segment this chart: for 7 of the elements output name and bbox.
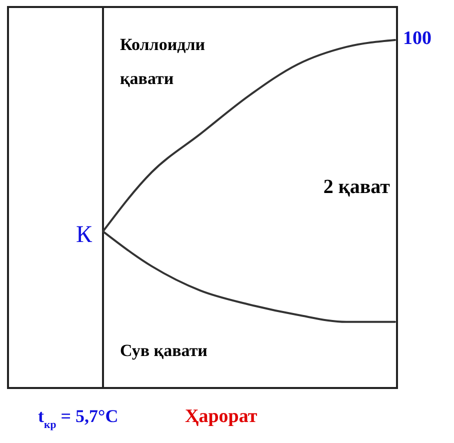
annotation: Коллоидли қавати — [120, 35, 206, 88]
annotation: Сув қавати — [120, 341, 208, 360]
x-axis-title: Ҳарорат — [185, 406, 258, 427]
annotation: К — [76, 222, 93, 248]
annotation: 100 — [403, 28, 432, 49]
text: t$_{кр}$ = 5,7°C — [38, 406, 118, 431]
annotation: 2 қават — [323, 176, 390, 198]
